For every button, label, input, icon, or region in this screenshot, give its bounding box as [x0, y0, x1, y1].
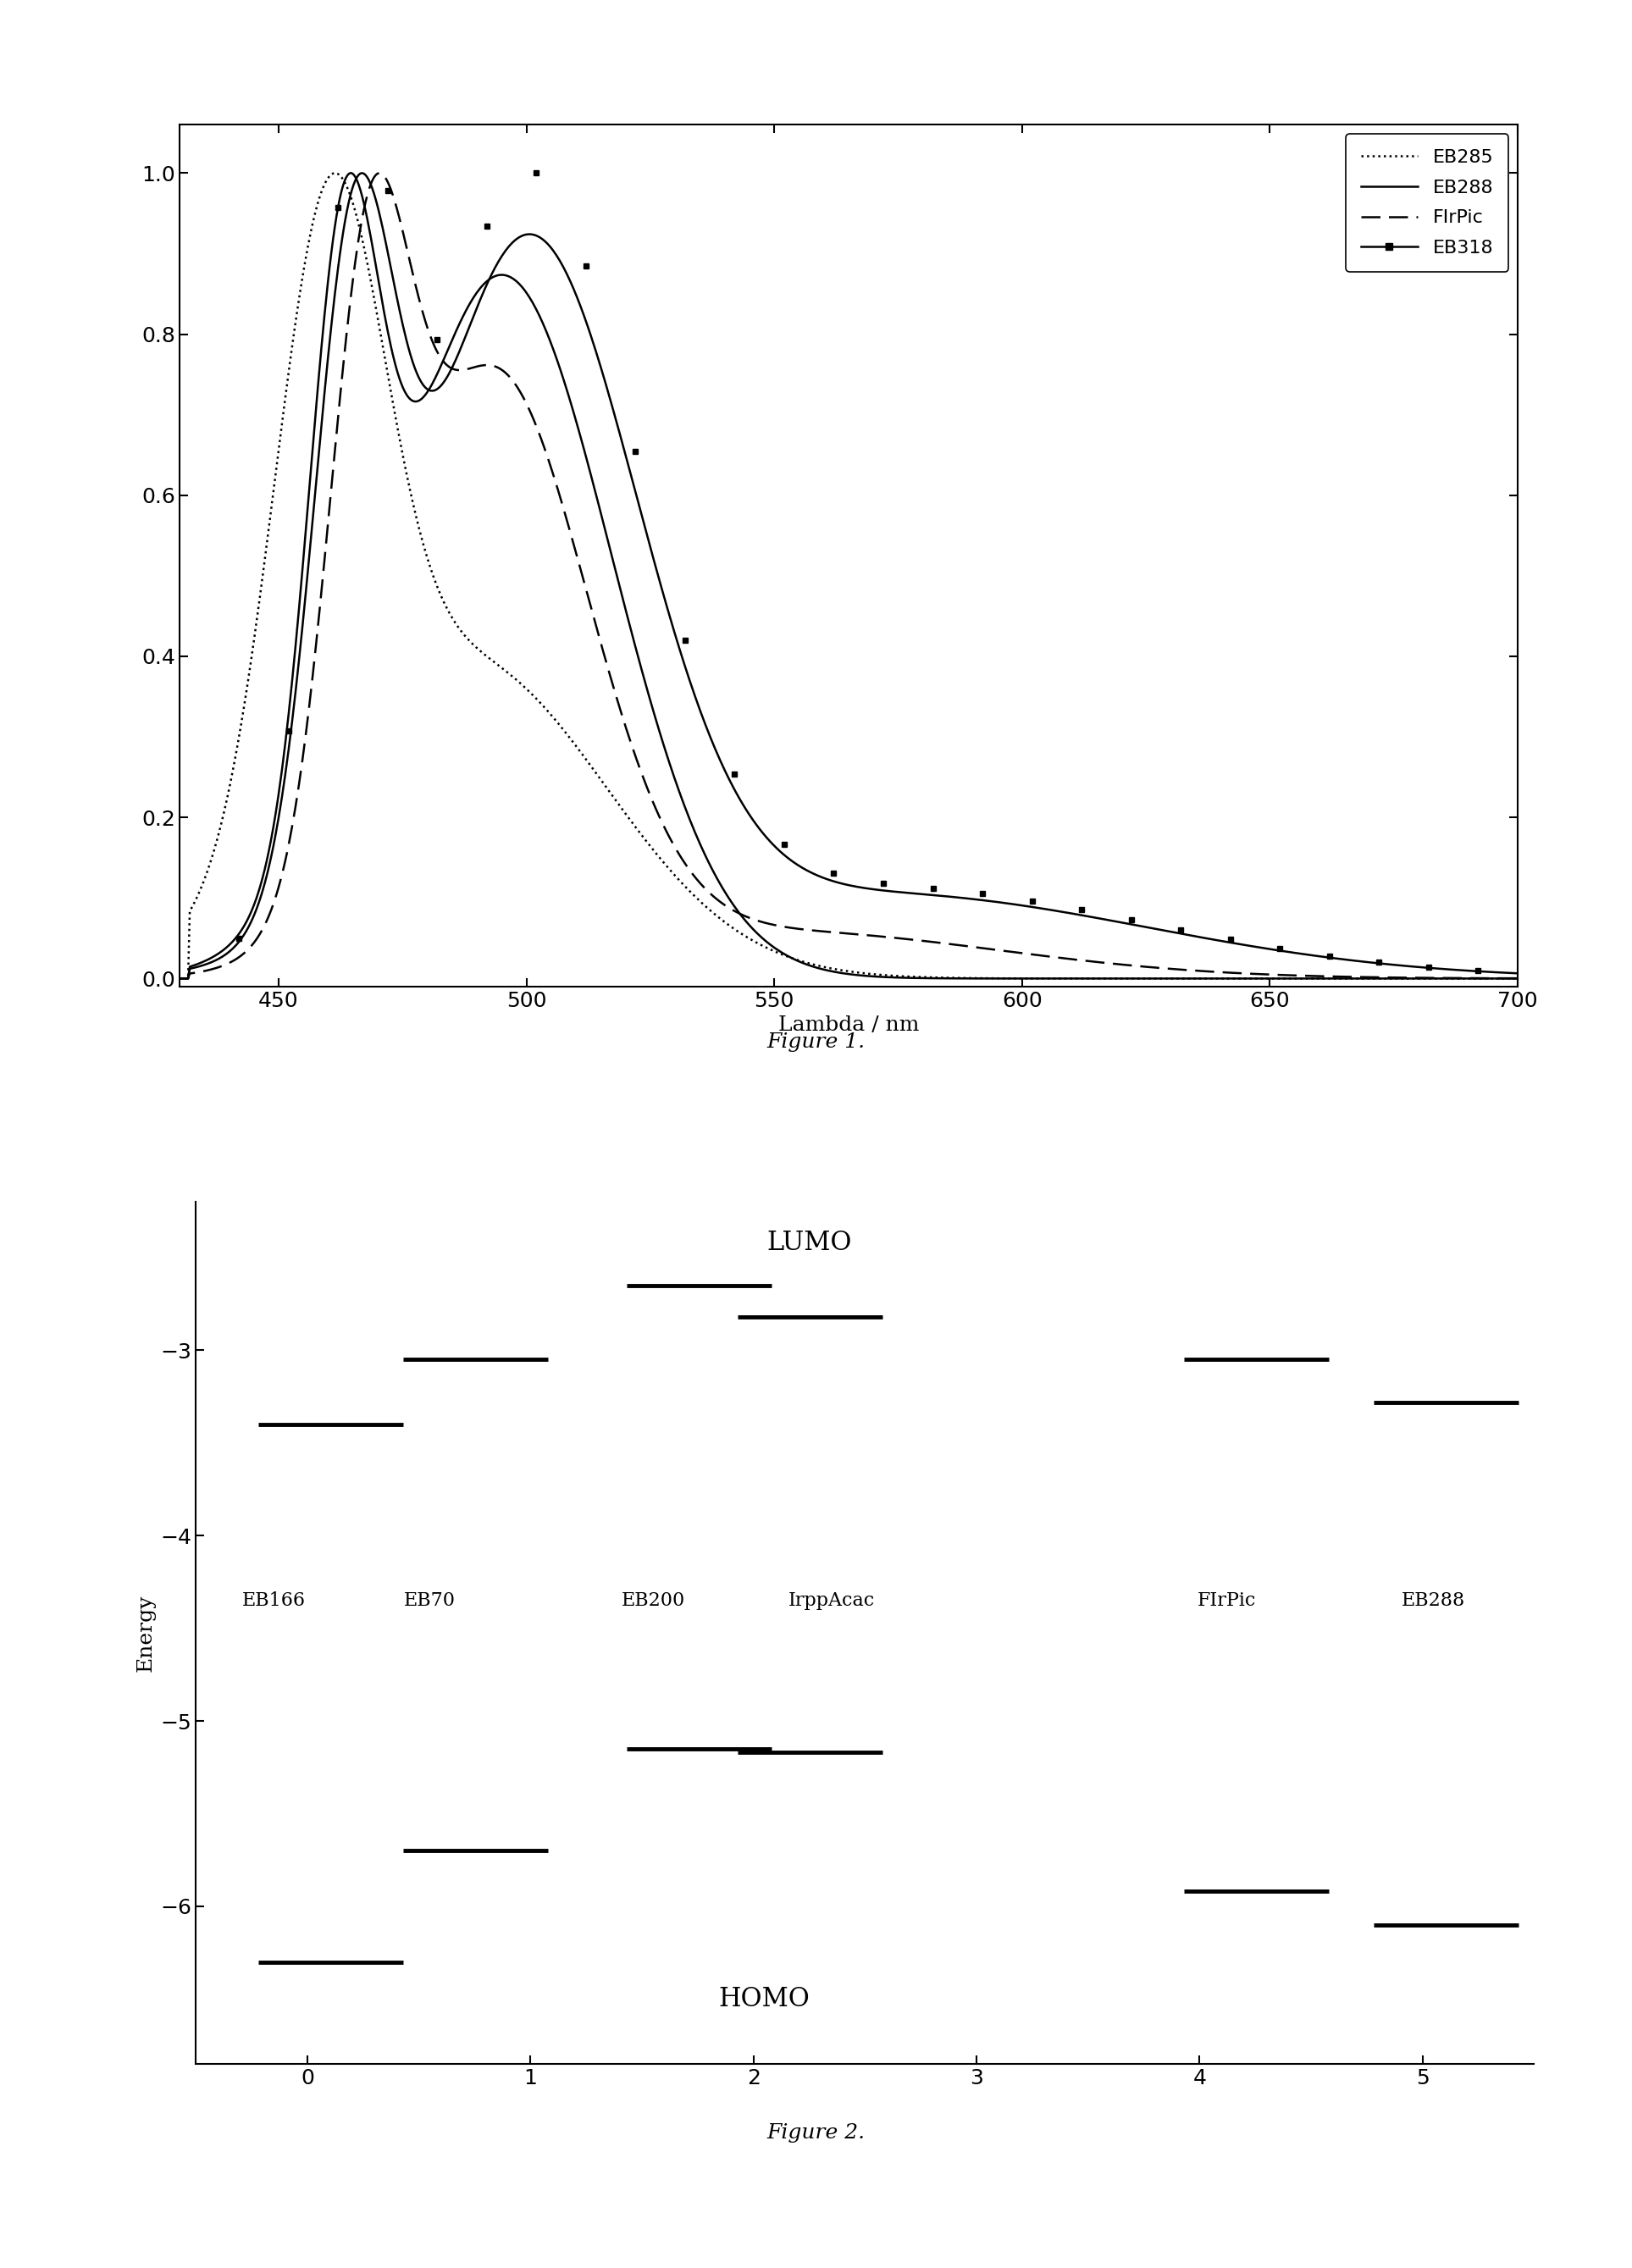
FIrPic — [999, 939, 1018, 966]
Text: HOMO: HOMO — [720, 1987, 809, 2012]
EB285 — [999, 964, 1018, 991]
EB285 — [963, 964, 982, 991]
EB285 — [1345, 964, 1364, 991]
Legend: EB285, EB288, FIrPic, EB318: EB285, EB288, FIrPic, EB318 — [1346, 134, 1508, 272]
Text: EB288: EB288 — [1402, 1592, 1466, 1610]
Text: Figure 2.: Figure 2. — [767, 2123, 865, 2143]
Line: EB288: EB288 — [180, 172, 1542, 978]
Text: EB166: EB166 — [242, 1592, 305, 1610]
EB285 — [170, 964, 189, 991]
FIrPic — [1204, 959, 1224, 987]
EB285 — [1040, 964, 1059, 991]
Text: EB70: EB70 — [405, 1592, 455, 1610]
X-axis label: Lambda / nm: Lambda / nm — [778, 1016, 919, 1034]
EB288 — [1204, 964, 1224, 991]
EB285 — [325, 159, 344, 186]
FIrPic — [1345, 964, 1364, 991]
EB288 — [999, 964, 1018, 991]
EB288 — [1040, 964, 1059, 991]
FIrPic — [963, 932, 982, 959]
Text: EB200: EB200 — [622, 1592, 685, 1610]
EB288 — [1532, 964, 1552, 991]
FIrPic — [253, 914, 273, 941]
Text: LUMO: LUMO — [767, 1229, 852, 1256]
FIrPic — [170, 964, 189, 991]
Line: FIrPic: FIrPic — [180, 172, 1542, 978]
Text: Figure 1.: Figure 1. — [767, 1032, 865, 1052]
EB288 — [963, 964, 982, 991]
Line: EB285: EB285 — [180, 172, 1542, 978]
FIrPic — [1040, 943, 1059, 971]
EB288 — [170, 964, 189, 991]
EB285 — [1204, 964, 1224, 991]
EB288 — [341, 159, 361, 186]
Y-axis label: Energy: Energy — [135, 1594, 155, 1672]
Text: FIrPic: FIrPic — [1196, 1592, 1255, 1610]
EB288 — [253, 862, 273, 889]
EB285 — [253, 558, 273, 585]
EB285 — [1532, 964, 1552, 991]
Text: IrppAcac: IrppAcac — [788, 1592, 875, 1610]
EB288 — [1345, 964, 1364, 991]
FIrPic — [369, 159, 388, 186]
FIrPic — [1532, 964, 1552, 991]
